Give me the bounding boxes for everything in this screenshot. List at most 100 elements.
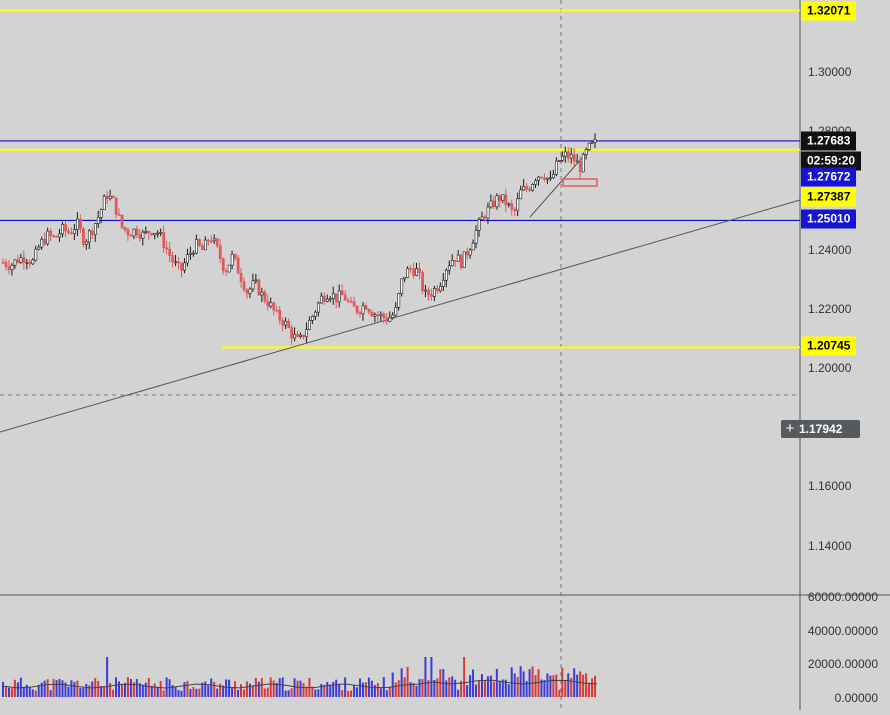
- candle-body: [242, 281, 246, 291]
- candle-body: [85, 241, 88, 245]
- volume-bar: [370, 680, 373, 697]
- candle-body: [251, 280, 255, 290]
- candle-body: [87, 230, 91, 243]
- volume-bar: [460, 680, 463, 697]
- volume-bar: [7, 687, 10, 697]
- candle-body: [346, 299, 350, 302]
- volume-bar: [275, 682, 278, 697]
- candle-body: [590, 141, 594, 144]
- volume-bar: [406, 666, 409, 697]
- volume-axis-label: 60000.00000: [807, 590, 878, 604]
- volume-bar: [240, 684, 242, 697]
- volume-bar: [332, 681, 335, 697]
- volume-bar: [525, 680, 528, 697]
- candle-body: [513, 209, 517, 211]
- volume-bar: [168, 679, 171, 697]
- volume-bar: [305, 686, 308, 697]
- volume-bar: [317, 689, 320, 697]
- candle-body: [340, 290, 344, 296]
- volume-bar: [388, 686, 391, 697]
- volume-bar: [61, 680, 64, 697]
- candle-body: [275, 309, 279, 312]
- candle-body: [444, 269, 448, 281]
- candle-body: [73, 229, 76, 234]
- candle-body: [358, 312, 362, 315]
- candle-body: [183, 262, 186, 271]
- candle-body: [459, 254, 463, 268]
- candle-body: [308, 320, 311, 330]
- volume-bar: [254, 677, 257, 697]
- candle-body: [572, 154, 576, 162]
- candle-body: [328, 298, 332, 300]
- candle-body: [19, 257, 23, 263]
- volume-bar: [198, 688, 201, 697]
- volume-bar: [451, 676, 454, 697]
- candle-body: [492, 200, 496, 208]
- volume-bar: [228, 679, 231, 697]
- volume-bar: [272, 680, 275, 697]
- volume-bar: [88, 685, 91, 697]
- volume-bar: [293, 678, 296, 697]
- volume-bar: [85, 683, 88, 697]
- candle-body: [471, 242, 475, 251]
- candle-body: [10, 264, 14, 271]
- candle-body: [186, 254, 189, 264]
- candle-body: [418, 268, 422, 273]
- volume-bar: [118, 681, 121, 697]
- candle-body: [177, 261, 181, 264]
- candle-body: [334, 293, 338, 303]
- volume-bar: [189, 688, 192, 697]
- volume-bar: [135, 679, 138, 697]
- volume-bar: [436, 678, 439, 697]
- candle-body: [236, 257, 240, 274]
- volume-bar: [67, 686, 70, 697]
- candle-body: [99, 209, 103, 218]
- candle-body: [439, 286, 442, 292]
- candle-body: [93, 223, 97, 235]
- volume-bar: [314, 689, 317, 697]
- volume-bar: [338, 683, 341, 697]
- candle-body: [412, 268, 416, 276]
- candle-body: [569, 154, 573, 159]
- candle-body: [581, 154, 585, 173]
- volume-bar: [290, 688, 293, 697]
- candle-body: [227, 264, 231, 273]
- volume-bar: [4, 686, 7, 697]
- price-axis-label: 1.22000: [808, 302, 852, 316]
- candle-body: [486, 206, 490, 219]
- candle-body: [382, 313, 386, 319]
- volume-bar: [177, 690, 180, 697]
- price-axis-label: 1.20000: [808, 361, 852, 375]
- candle-body: [4, 262, 8, 267]
- candle-body: [534, 180, 538, 185]
- volume-bar: [242, 689, 245, 697]
- candle-body: [531, 184, 535, 191]
- volume-bar: [109, 682, 112, 697]
- candle-body: [257, 279, 261, 296]
- volume-bar: [379, 688, 382, 697]
- candle-body: [397, 293, 401, 308]
- candle-body: [287, 320, 291, 328]
- crosshair-price: 1.17942: [799, 422, 843, 436]
- volume-bar: [457, 689, 460, 697]
- candle-body: [367, 309, 371, 313]
- candle-body: [16, 259, 20, 263]
- volume-bar: [70, 680, 73, 697]
- candle-body: [28, 261, 32, 265]
- volume-bar: [534, 674, 537, 697]
- candle-body: [436, 288, 439, 292]
- volume-bar: [424, 657, 427, 697]
- volume-bar: [591, 678, 594, 697]
- volume-bar: [115, 677, 118, 697]
- volume-bar: [234, 681, 237, 697]
- candle-body: [325, 298, 329, 302]
- candle-body: [522, 186, 526, 191]
- candle-body: [462, 251, 466, 268]
- candle-body: [555, 160, 558, 175]
- candle-body: [284, 320, 288, 326]
- volume-bar: [561, 667, 564, 697]
- volume-axis-label: 20000.00000: [807, 657, 878, 671]
- candle-body: [233, 253, 237, 259]
